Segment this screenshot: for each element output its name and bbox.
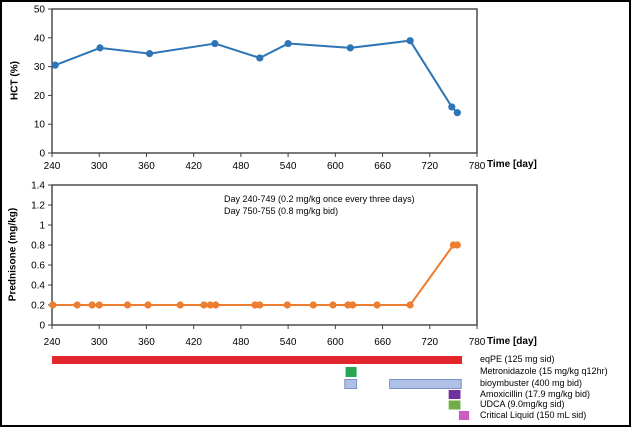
prednisone-y-tick-label: 0.2 [31, 301, 45, 312]
prednisone-y-tick-label: 0.8 [31, 241, 45, 252]
prednisone-data-point [349, 301, 357, 309]
prednisone-y-tick-label: 0.6 [31, 261, 45, 272]
dosing-annotation-line-2: Day 750-755 (0.8 mg/kg bid) [224, 206, 339, 216]
dosing-annotation-line-1: Day 240-749 (0.2 mg/kg once every three … [224, 194, 415, 204]
medications-timeline [52, 356, 470, 420]
prednisone-x-tick-label: 600 [327, 337, 344, 348]
prednisone-y-tick-label: 0.4 [31, 281, 45, 292]
hct-plot-frame [51, 8, 478, 154]
legend-label-udca: UDCA (9.0mg/kg sid) [480, 399, 565, 409]
hct-data-point [51, 61, 59, 69]
prednisone-chart: 0 0.2 0.4 0.6 0.8 1 1.2 1.4 240 300 360 420 480 540 60… [31, 181, 486, 349]
prednisone-data-point [88, 301, 96, 309]
hct-x-tick-label: 720 [421, 161, 438, 172]
hct-x-tick-label: 600 [327, 161, 344, 172]
legend-label-critical-liquid: Critical Liquid (150 mL sid) [480, 409, 587, 420]
hct-x-tick-label: 360 [138, 161, 155, 172]
prednisone-data-point [453, 241, 461, 249]
hct-data-point [211, 39, 219, 48]
prednisone-y-axis-title: Prednisone (mg/kg) [7, 207, 19, 302]
hct-chart: 0 10 20 30 40 50 240 300 360 420 480 540 600 660 720 78… [34, 5, 486, 173]
hct-data-point [96, 44, 104, 52]
hct-data-point [346, 44, 354, 52]
prednisone-data-point [200, 301, 208, 309]
hct-y-tick-label: 10 [34, 120, 46, 131]
prednisone-x-tick-label: 780 [469, 337, 486, 348]
hct-data-point [256, 54, 264, 62]
hct-y-tick-label: 0 [39, 149, 45, 160]
prednisone-plot-frame [51, 184, 478, 326]
hct-x-axis-title: Time [day] [487, 159, 537, 170]
timeline-bar [458, 411, 470, 420]
prednisone-y-tick-label: 1.4 [31, 181, 45, 192]
prednisone-y-tick-label: 1 [39, 221, 45, 232]
timeline-bar [52, 356, 463, 364]
timeline-bar [389, 379, 462, 389]
hct-data-point [453, 109, 461, 117]
hct-x-tick-label: 420 [185, 161, 202, 172]
prednisone-x-tick-label: 720 [421, 337, 438, 348]
prednisone-y-tick-label: 1.2 [31, 201, 45, 212]
prednisone-data-point [329, 301, 337, 309]
hct-x-tick-label: 480 [233, 161, 250, 172]
prednisone-x-tick-label: 480 [233, 337, 250, 348]
legend-label-amoxicillin: Amoxicillin (17.9 mg/kg bid) [480, 388, 591, 399]
hct-data-point [406, 37, 414, 45]
hct-x-tick-label: 300 [91, 161, 108, 172]
hct-x-tick-label: 540 [280, 161, 297, 172]
timeline-bar [344, 379, 358, 389]
hct-x-tick-label: 780 [469, 161, 486, 172]
hct-data-point [284, 39, 292, 48]
prednisone-data-point [309, 301, 317, 309]
timeline-bar [345, 367, 357, 377]
hct-x-tick-label: 240 [44, 161, 61, 172]
hct-data-point [448, 103, 456, 111]
hct-data-point [145, 50, 154, 58]
prednisone-data-point [212, 301, 220, 309]
hct-series-line [54, 39, 459, 114]
timeline-bar [448, 390, 461, 399]
legend-label-bioymbuster: bioymbuster (400 mg bid) [480, 378, 583, 388]
hct-x-tick-label: 660 [374, 161, 391, 172]
prednisone-data-point [49, 301, 57, 309]
hct-y-axis-title: HCT (%) [9, 61, 21, 100]
prednisone-data-point [206, 301, 214, 309]
hct-y-tick-label: 20 [34, 91, 46, 102]
prednisone-data-point [256, 301, 264, 309]
prednisone-x-tick-label: 300 [91, 337, 108, 348]
legend-label-metronidazole: Metronidazole (15 mg/kg q12hr) [480, 366, 608, 376]
prednisone-x-tick-label: 240 [44, 337, 61, 348]
prednisone-data-point [406, 301, 414, 309]
prednisone-y-tick-label: 0 [39, 321, 45, 332]
prednisone-data-point [73, 301, 81, 309]
prednisone-x-axis-title: Time [day] [487, 336, 537, 347]
hct-y-tick-label: 40 [34, 33, 46, 44]
prednisone-x-tick-label: 360 [138, 337, 155, 348]
prednisone-x-tick-label: 540 [280, 337, 297, 348]
hct-y-tick-label: 30 [34, 62, 46, 73]
prednisone-data-point [283, 301, 291, 309]
prednisone-data-point [123, 301, 132, 309]
timeline-bar [448, 400, 461, 410]
legend-label-eqpe: eqPE (125 mg sid) [480, 354, 555, 364]
prednisone-data-point [144, 301, 152, 309]
prednisone-series-line [52, 244, 458, 306]
prednisone-data-point [176, 301, 184, 309]
prednisone-data-point [95, 301, 103, 309]
prednisone-x-tick-label: 420 [185, 337, 202, 348]
prednisone-x-tick-label: 660 [374, 337, 391, 348]
hct-y-tick-label: 50 [34, 5, 46, 16]
prednisone-data-point [373, 301, 381, 309]
